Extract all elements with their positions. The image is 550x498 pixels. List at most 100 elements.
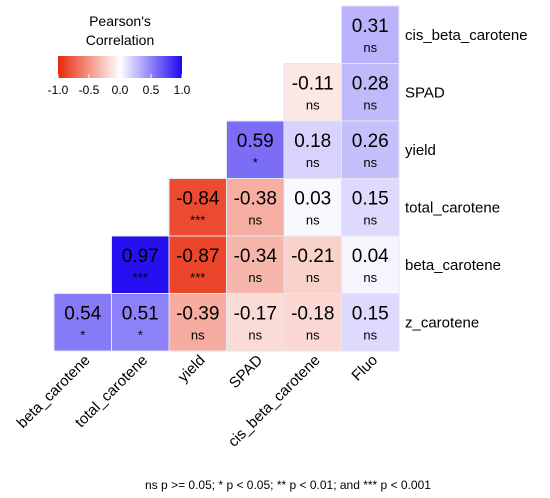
heatmap-cell: -0.34 ns <box>226 235 285 294</box>
cell-fill <box>168 235 227 294</box>
heatmap-cell: 0.03 ns <box>283 178 342 237</box>
cell-value-label: -0.17 <box>234 304 277 325</box>
column-label: Fluo <box>348 352 381 385</box>
cell-value-label: 0.26 <box>352 131 389 152</box>
cell-fill <box>283 235 342 294</box>
row-label: total_carotene <box>405 199 500 216</box>
cell-significance-label: ns <box>306 270 320 285</box>
heatmap-cell: 0.15 ns <box>341 293 400 352</box>
legend-tick-label: -0.5 <box>79 83 100 97</box>
heatmap-cell: 0.15 ns <box>341 178 400 237</box>
cell-value-label: 0.18 <box>294 131 331 152</box>
heatmap-cell: 0.51 * <box>111 293 170 352</box>
cell-fill <box>341 293 400 352</box>
cell-value-label: 0.97 <box>122 246 159 267</box>
heatmap-cell: 0.04 ns <box>341 235 400 294</box>
cell-significance-label: ns <box>248 270 262 285</box>
cell-value-label: -0.18 <box>291 304 334 325</box>
heatmap-cell: -0.21 ns <box>283 235 342 294</box>
legend-ticks: -1.0 -0.5 0.0 0.5 1.0 <box>48 74 191 97</box>
row-label: z_carotene <box>405 314 479 331</box>
heatmap-cell: -0.39 ns <box>168 293 227 352</box>
heatmap-cell: -0.87 *** <box>168 235 227 294</box>
cell-fill <box>226 293 285 352</box>
significance-footnote: ns p >= 0.05; * p < 0.05; ** p < 0.01; a… <box>145 478 431 492</box>
cell-value-label: -0.38 <box>234 189 277 210</box>
cell-fill <box>283 293 342 352</box>
cell-value-label: 0.15 <box>352 304 389 325</box>
cell-value-label: 0.28 <box>352 74 389 95</box>
legend-tick-label: -1.0 <box>48 83 69 97</box>
cell-value-label: -0.39 <box>176 304 219 325</box>
cell-fill <box>53 293 112 352</box>
heatmap-cell: 0.54 * <box>53 293 112 352</box>
cell-fill <box>341 63 400 122</box>
cell-value-label: 0.54 <box>64 304 101 325</box>
row-labels: cis_beta_carotene SPAD yield total_carotene… <box>405 27 528 332</box>
cell-significance-label: ns <box>363 155 377 170</box>
heatmap-cell: -0.17 ns <box>226 293 285 352</box>
cell-value-label: 0.59 <box>237 131 274 152</box>
cell-significance-label: ns <box>363 270 377 285</box>
heatmap-cell: 0.97 *** <box>111 235 170 294</box>
cell-value-label: 0.03 <box>294 189 331 210</box>
cell-significance-label: ns <box>363 328 377 343</box>
cell-significance-label: * <box>80 328 85 343</box>
heatmap-cell: -0.11 ns <box>283 63 342 122</box>
heatmap-cell: 0.31 ns <box>341 5 400 64</box>
row-label: beta_carotene <box>405 257 501 274</box>
cell-significance-label: ns <box>191 328 205 343</box>
cell-significance-label: ns <box>363 40 377 55</box>
cell-fill <box>226 120 285 179</box>
cell-significance-label: ns <box>363 213 377 228</box>
heatmap-cell: 0.26 ns <box>341 120 400 179</box>
cell-significance-label: *** <box>190 270 205 285</box>
row-label: SPAD <box>405 84 445 101</box>
cell-value-label: -0.21 <box>291 246 334 267</box>
row-label: yield <box>405 142 436 159</box>
cell-value-label: -0.84 <box>176 189 220 210</box>
column-label: yield <box>175 352 209 386</box>
legend-tick-label: 0.5 <box>143 83 160 97</box>
legend-title-line2: Correlation <box>86 32 154 48</box>
cell-significance-label: ns <box>248 328 262 343</box>
cell-significance-label: ns <box>306 213 320 228</box>
cell-value-label: -0.11 <box>292 74 334 95</box>
legend-title-line1: Pearson's <box>89 13 151 29</box>
cell-fill <box>341 235 400 294</box>
cell-value-label: -0.34 <box>234 246 278 267</box>
heatmap-cell: 0.59 * <box>226 120 285 179</box>
heatmap-cell: 0.28 ns <box>341 63 400 122</box>
cell-significance-label: * <box>138 328 143 343</box>
cell-significance-label: *** <box>190 213 205 228</box>
cell-significance-label: ns <box>363 98 377 113</box>
column-label: SPAD <box>226 352 266 392</box>
cell-significance-label: ns <box>248 213 262 228</box>
cell-value-label: 0.51 <box>122 304 159 325</box>
heatmap-cell: -0.18 ns <box>283 293 342 352</box>
heatmap-cell: 0.18 ns <box>283 120 342 179</box>
row-label: cis_beta_carotene <box>405 27 528 44</box>
cell-significance-label: ns <box>306 155 320 170</box>
cell-significance-label: ns <box>306 98 320 113</box>
color-legend: Pearson's Correlation -1.0 -0.5 0.0 0.5 1.0 <box>48 13 191 97</box>
cell-value-label: 0.04 <box>352 246 389 267</box>
cell-value-label: 0.31 <box>352 16 389 37</box>
cell-fill <box>226 178 285 237</box>
cell-fill <box>341 5 400 64</box>
cell-fill <box>111 235 170 294</box>
heatmap-cell: -0.84 *** <box>168 178 227 237</box>
cell-fill <box>168 178 227 237</box>
legend-color-bar <box>58 56 182 78</box>
cell-fill <box>341 178 400 237</box>
cell-significance-label: * <box>253 155 258 170</box>
cell-significance-label: *** <box>133 270 148 285</box>
heatmap-cell: -0.38 ns <box>226 178 285 237</box>
legend-tick-label: 0.0 <box>112 83 129 97</box>
cell-value-label: -0.87 <box>176 246 219 267</box>
heatmap-cells: 0.31 ns -0.11 ns 0.28 ns 0.59 * 0.18 ns 0.26 ns -0.8… <box>53 5 400 352</box>
cell-significance-label: ns <box>306 328 320 343</box>
cell-value-label: 0.15 <box>352 189 389 210</box>
